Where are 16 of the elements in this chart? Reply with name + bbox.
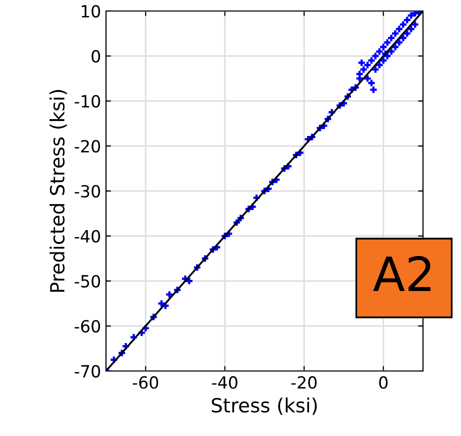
x-tick-label: 0 [379, 376, 388, 389]
y-tick-label: -60 [74, 320, 100, 333]
x-axis-title: Stress (ksi) [212, 398, 317, 415]
y-tick-label: 0 [92, 50, 100, 63]
y-tick-label: -20 [74, 140, 100, 153]
y-tick-label: -50 [74, 274, 100, 288]
x-tick-label: -40 [212, 376, 238, 389]
y-tick-label: -10 [74, 94, 100, 108]
y-tick-label: 10 [82, 4, 100, 18]
x-tick-label: -60 [132, 376, 158, 389]
y-tick-label: -40 [74, 230, 100, 243]
y-tick-label: -70 [74, 364, 100, 378]
annotation: A2 [373, 256, 430, 292]
y-tick-label: -30 [74, 184, 100, 198]
x-tick-label: -20 [291, 376, 317, 389]
y-axis-title: Predicted Stress (ksi) [50, 90, 67, 292]
